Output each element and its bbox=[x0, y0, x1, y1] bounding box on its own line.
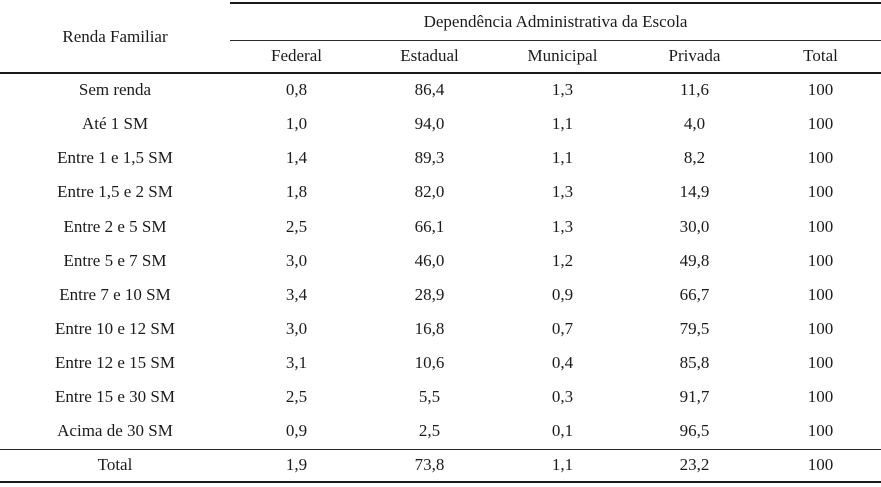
cell-value: 8,2 bbox=[683, 148, 706, 168]
cell-value: 100 bbox=[807, 353, 834, 373]
total-cell-value: 100 bbox=[760, 448, 881, 483]
table-row: Entre 7 e 10 SM 3,4 28,9 0,9 66,7 100 bbox=[0, 278, 881, 312]
table-row: Entre 10 e 12 SM 3,0 16,8 0,7 79,5 100 bbox=[0, 312, 881, 346]
group-header-row: Renda Familiar Dependência Administrativ… bbox=[0, 2, 881, 74]
group-header-dependencia-administrativa: Dependência Administrativa da Escola bbox=[230, 2, 881, 41]
cell-value: 46,0 bbox=[414, 250, 445, 270]
cell-value: 3,1 bbox=[285, 353, 308, 373]
cell-value: 100 bbox=[807, 216, 834, 236]
cell-value: 85,8 bbox=[679, 353, 710, 373]
table-row: Entre 1,5 e 2 SM 1,8 82,0 1,3 14,9 100 bbox=[0, 176, 881, 210]
cell-value: 100 bbox=[807, 250, 834, 270]
row-label: Até 1 SM bbox=[81, 113, 149, 133]
cell-value: 28,9 bbox=[414, 284, 445, 304]
cell-value: 11,6 bbox=[679, 80, 710, 100]
column-header-municipal: Municipal bbox=[496, 40, 629, 74]
cell-value: 10,6 bbox=[414, 353, 445, 373]
cell-value: 49,8 bbox=[679, 250, 710, 270]
cell-value: 14,9 bbox=[679, 182, 710, 202]
cell-value: 100 bbox=[807, 182, 834, 202]
total-row-label: Total bbox=[0, 448, 230, 483]
column-header-privada: Privada bbox=[629, 40, 760, 74]
table-row: Sem renda 0,8 86,4 1,3 11,6 100 bbox=[0, 73, 881, 107]
row-label: Entre 10 e 12 SM bbox=[55, 319, 175, 339]
row-label: Entre 1,5 e 2 SM bbox=[57, 182, 173, 202]
table-row: Entre 2 e 5 SM 2,5 66,1 1,3 30,0 100 bbox=[0, 210, 881, 244]
cell-value: 2,5 bbox=[285, 216, 308, 236]
total-cell-value: 1,1 bbox=[496, 448, 629, 483]
cell-value: 1,1 bbox=[551, 148, 574, 168]
row-label: Entre 1 e 1,5 SM bbox=[57, 148, 173, 168]
cell-value: 4,0 bbox=[683, 113, 706, 133]
cell-value: 16,8 bbox=[414, 319, 445, 339]
cell-value: 1,3 bbox=[551, 182, 574, 202]
cell-value: 100 bbox=[807, 319, 834, 339]
cell-value: 94,0 bbox=[414, 113, 445, 133]
cell-value: 5,5 bbox=[418, 387, 441, 407]
row-label: Entre 12 e 15 SM bbox=[55, 353, 175, 373]
cell-value: 3,0 bbox=[285, 319, 308, 339]
row-label: Acima de 30 SM bbox=[57, 421, 173, 441]
table-body: Sem renda 0,8 86,4 1,3 11,6 100 Até 1 SM 1,0 94,… bbox=[0, 73, 881, 449]
cell-value: 100 bbox=[807, 284, 834, 304]
table-row: Entre 5 e 7 SM 3,0 46,0 1,2 49,8 100 bbox=[0, 244, 881, 278]
cell-value: 0,8 bbox=[285, 80, 308, 100]
table-header: Renda Familiar Dependência Administrativ… bbox=[0, 2, 881, 74]
cell-value: 89,3 bbox=[414, 148, 445, 168]
cell-value: 91,7 bbox=[679, 387, 710, 407]
cell-value: 2,5 bbox=[285, 387, 308, 407]
cell-value: 30,0 bbox=[679, 216, 710, 236]
cell-value: 1,2 bbox=[551, 250, 574, 270]
cell-value: 0,3 bbox=[551, 387, 574, 407]
total-cell-value: 73,8 bbox=[363, 448, 496, 483]
cell-value: 96,5 bbox=[679, 421, 710, 441]
table-footer: Total 1,9 73,8 1,1 23,2 100 bbox=[0, 448, 881, 483]
cell-value: 1,3 bbox=[551, 80, 574, 100]
table-row: Acima de 30 SM 0,9 2,5 0,1 96,5 100 bbox=[0, 415, 881, 449]
total-cell-value: 1,9 bbox=[230, 448, 363, 483]
cell-value: 100 bbox=[807, 148, 834, 168]
cell-value: 79,5 bbox=[679, 319, 710, 339]
table-row: Entre 15 e 30 SM 2,5 5,5 0,3 91,7 100 bbox=[0, 381, 881, 415]
cell-value: 66,7 bbox=[679, 284, 710, 304]
cell-value: 0,9 bbox=[285, 421, 308, 441]
cell-value: 86,4 bbox=[414, 80, 445, 100]
column-header-total: Total bbox=[760, 40, 881, 74]
cell-value: 3,4 bbox=[285, 284, 308, 304]
cell-value: 1,3 bbox=[551, 216, 574, 236]
row-label: Sem renda bbox=[78, 80, 152, 100]
column-header-federal: Federal bbox=[230, 40, 363, 74]
cell-value: 1,0 bbox=[285, 113, 308, 133]
cell-value: 1,1 bbox=[551, 113, 574, 133]
cell-value: 1,4 bbox=[285, 148, 308, 168]
total-cell-value: 23,2 bbox=[629, 448, 760, 483]
table-row: Entre 1 e 1,5 SM 1,4 89,3 1,1 8,2 100 bbox=[0, 141, 881, 175]
cell-value: 0,9 bbox=[551, 284, 574, 304]
cell-value: 3,0 bbox=[285, 250, 308, 270]
corner-header-renda-familiar: Renda Familiar bbox=[0, 3, 230, 74]
cell-value: 100 bbox=[807, 421, 834, 441]
cell-value: 0,7 bbox=[551, 319, 574, 339]
cell-value: 0,4 bbox=[551, 353, 574, 373]
row-label: Entre 5 e 7 SM bbox=[63, 250, 167, 270]
row-label: Entre 2 e 5 SM bbox=[63, 216, 167, 236]
column-header-row: Federal Estadual Municipal Privada Total bbox=[0, 40, 881, 74]
total-row: Total 1,9 73,8 1,1 23,2 100 bbox=[0, 448, 881, 483]
cell-value: 1,8 bbox=[285, 182, 308, 202]
row-label: Entre 15 e 30 SM bbox=[55, 387, 175, 407]
cell-value: 82,0 bbox=[414, 182, 445, 202]
table-row: Entre 12 e 15 SM 3,1 10,6 0,4 85,8 100 bbox=[0, 347, 881, 381]
cell-value: 100 bbox=[807, 113, 834, 133]
column-header-estadual: Estadual bbox=[363, 40, 496, 74]
table-row: Até 1 SM 1,0 94,0 1,1 4,0 100 bbox=[0, 107, 881, 141]
row-label: Entre 7 e 10 SM bbox=[59, 284, 171, 304]
cell-value: 100 bbox=[807, 80, 834, 100]
cell-value: 2,5 bbox=[418, 421, 441, 441]
cell-value: 0,1 bbox=[551, 421, 574, 441]
cell-value: 100 bbox=[807, 387, 834, 407]
cell-value: 66,1 bbox=[414, 216, 445, 236]
